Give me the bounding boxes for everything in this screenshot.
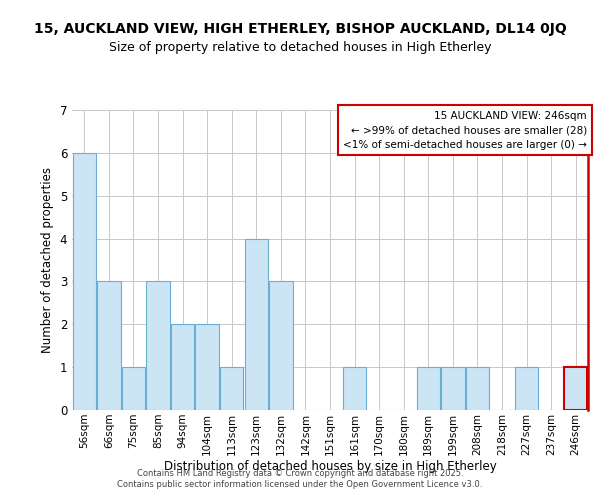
Bar [220, 367, 244, 410]
Bar [416, 367, 440, 410]
Bar [73, 153, 96, 410]
X-axis label: Distribution of detached houses by size in High Etherley: Distribution of detached houses by size … [164, 460, 496, 473]
Bar [146, 282, 170, 410]
Bar [171, 324, 194, 410]
Bar [466, 367, 489, 410]
Text: 15, AUCKLAND VIEW, HIGH ETHERLEY, BISHOP AUCKLAND, DL14 0JQ: 15, AUCKLAND VIEW, HIGH ETHERLEY, BISHOP… [34, 22, 566, 36]
Text: Contains public sector information licensed under the Open Government Licence v3: Contains public sector information licen… [118, 480, 482, 489]
Y-axis label: Number of detached properties: Number of detached properties [41, 167, 54, 353]
Text: 15 AUCKLAND VIEW: 246sqm
← >99% of detached houses are smaller (28)
<1% of semi-: 15 AUCKLAND VIEW: 246sqm ← >99% of detac… [343, 110, 587, 150]
Bar [97, 282, 121, 410]
Bar [564, 367, 587, 410]
Bar [343, 367, 366, 410]
Bar [196, 324, 219, 410]
Bar [269, 282, 293, 410]
Bar [245, 238, 268, 410]
Bar [515, 367, 538, 410]
Text: Contains HM Land Registry data © Crown copyright and database right 2025.: Contains HM Land Registry data © Crown c… [137, 468, 463, 477]
Bar [441, 367, 464, 410]
Bar [122, 367, 145, 410]
Text: Size of property relative to detached houses in High Etherley: Size of property relative to detached ho… [109, 41, 491, 54]
